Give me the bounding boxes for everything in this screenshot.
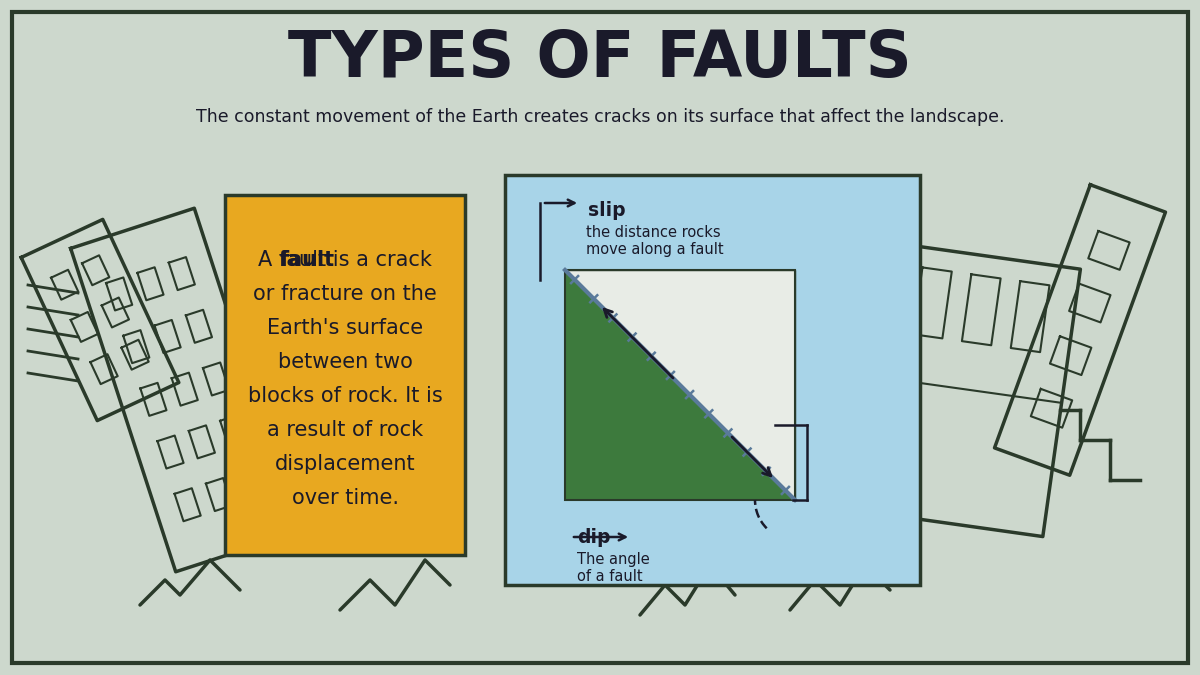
Text: The angle
of a fault: The angle of a fault	[577, 552, 649, 585]
Text: TYPES OF FAULTS: TYPES OF FAULTS	[288, 28, 912, 90]
Bar	[565, 270, 796, 500]
Text: dip: dip	[577, 528, 611, 547]
Text: A fault is a crack: A fault is a crack	[258, 250, 432, 270]
Text: blocks of rock. It is: blocks of rock. It is	[247, 386, 443, 406]
Text: displacement: displacement	[275, 454, 415, 474]
Polygon shape	[565, 270, 796, 500]
Text: slip: slip	[588, 201, 625, 220]
Text: or fracture on the: or fracture on the	[253, 284, 437, 304]
Text: the distance rocks
move along a fault: the distance rocks move along a fault	[586, 225, 724, 257]
Text: between two: between two	[277, 352, 413, 372]
Text: fault: fault	[280, 250, 335, 270]
Bar	[226, 195, 466, 555]
Text: over time.: over time.	[292, 488, 398, 508]
Text: The constant movement of the Earth creates cracks on its surface that affect the: The constant movement of the Earth creat…	[196, 108, 1004, 126]
Polygon shape	[565, 270, 796, 500]
Text: Earth's surface: Earth's surface	[266, 318, 424, 338]
Text: a result of rock: a result of rock	[266, 420, 424, 440]
Bar	[505, 175, 920, 585]
